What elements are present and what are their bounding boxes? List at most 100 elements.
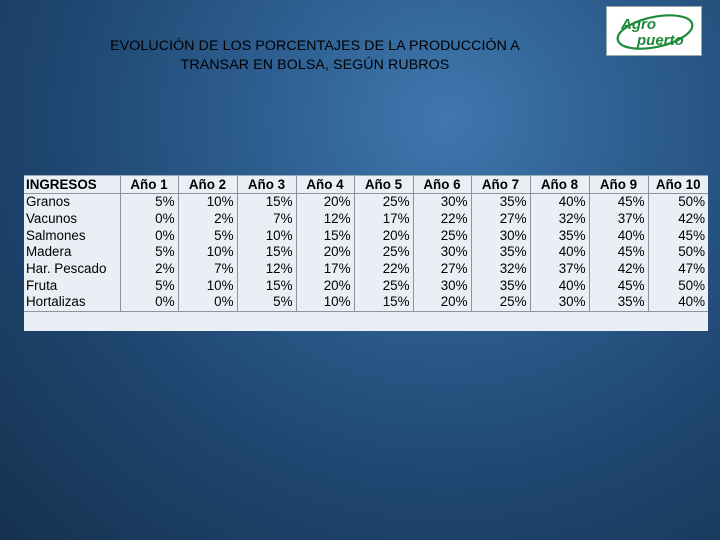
table-cell: 0% [120, 210, 179, 228]
table-cell: 40% [589, 227, 649, 245]
table-cell: 40% [648, 294, 708, 312]
table-cell: 5% [120, 244, 179, 261]
logo-text-bottom: puerto [636, 32, 684, 49]
table-cell: 20% [296, 277, 355, 295]
table-cell: 30% [530, 294, 590, 312]
table-cell: 25% [354, 277, 414, 295]
table-cell: 40% [530, 277, 590, 295]
column-header-ingresos: INGRESOS [24, 176, 121, 194]
row-label: Fruta [24, 277, 121, 295]
table-cell: 37% [589, 210, 649, 228]
table-cell: 30% [413, 193, 472, 211]
row-label: Vacunos [24, 210, 121, 228]
column-header-year-2: Año 2 [178, 176, 238, 194]
column-header-year-5: Año 5 [354, 176, 414, 194]
table-cell: 5% [237, 294, 297, 312]
slide-title-line2: TRANSAR EN BOLSA, SEGÚN RUBROS [180, 57, 450, 73]
column-header-year-1: Año 1 [120, 176, 179, 194]
row-label: Salmones [24, 227, 121, 245]
table-cell: 15% [296, 227, 355, 245]
table-cell: 42% [678, 211, 705, 227]
production-table-panel: INGRESOS Año 1 Año 2 Año 3 Año 4 Año 5 Año 6 Añ… [24, 175, 708, 331]
table-cell: 40% [530, 193, 590, 211]
table-cell: 30% [413, 244, 472, 261]
table-cell: 50% [678, 194, 705, 210]
table-cell: 22% [413, 210, 472, 228]
table-cell: 50% [678, 244, 705, 260]
table-cell: 7% [178, 260, 238, 278]
table-row: Granos 5% 10% 15% 20% 25% 30% 35% 40% 45% 50% [24, 193, 708, 211]
table-header-row: INGRESOS Año 1 Año 2 Año 3 Año 4 Año 5 Año 6 Añ… [24, 176, 708, 194]
row-label: Hortalizas [24, 294, 121, 312]
table-cell: 15% [354, 294, 414, 312]
table-cell: 5% [178, 227, 238, 245]
row-label: Har. Pescado [24, 260, 121, 278]
table-cell: 15% [237, 244, 297, 261]
table-cell: 17% [296, 260, 355, 278]
table-cell: 0% [120, 294, 179, 312]
table-cell: 25% [354, 193, 414, 211]
column-header-year-6: Año 6 [413, 176, 472, 194]
table-cell: 10% [237, 227, 297, 245]
table-cell: 35% [530, 227, 590, 245]
slide-title: EVOLUCIÓN DE LOS PORCENTAJES DE LA PRODU… [30, 37, 600, 75]
table-cell: 30% [471, 227, 531, 245]
table-row: Fruta 5% 10% 15% 20% 25% 30% 35% 40% 45% 50% [24, 277, 708, 295]
table-cell: 47% [678, 261, 705, 277]
production-table: INGRESOS Año 1 Año 2 Año 3 Año 4 Año 5 Año 6 Añ… [24, 176, 708, 312]
table-cell: 37% [530, 260, 590, 278]
table-row: Har. Pescado 2% 7% 12% 17% 22% 27% 32% 37% 42% 47% [24, 260, 708, 278]
table-row: Vacunos 0% 2% 7% 12% 17% 22% 27% 32% 37% 42% [24, 210, 708, 228]
table-cell: 40% [530, 244, 590, 261]
table-cell: 25% [471, 294, 531, 312]
table-cell: 10% [178, 277, 238, 295]
table-cell: 20% [413, 294, 472, 312]
row-label: Madera [24, 244, 121, 261]
table-cell: 10% [178, 244, 238, 261]
table-cell: 32% [471, 260, 531, 278]
table-cell: 45% [678, 227, 705, 243]
table-cell: 15% [237, 277, 297, 295]
logo-text-top: Agro [620, 16, 656, 33]
table-row: Hortalizas 0% 0% 5% 10% 15% 20% 25% 30% 35% 40% [24, 294, 708, 312]
table-cell: 10% [296, 294, 355, 312]
table-cell: 20% [296, 193, 355, 211]
column-header-year-9: Año 9 [589, 176, 649, 194]
table-cell: 5% [120, 277, 179, 295]
table-cell: 17% [354, 210, 414, 228]
table-cell: 42% [589, 260, 649, 278]
table-cell: 45% [589, 244, 649, 261]
slide-title-line1: EVOLUCIÓN DE LOS PORCENTAJES DE LA PRODU… [110, 38, 520, 54]
table-cell: 22% [354, 260, 414, 278]
row-label: Granos [24, 193, 121, 211]
column-header-year-10: Año 10 [648, 176, 708, 194]
table-cell: 27% [471, 210, 531, 228]
agropuerto-logo: Agro puerto [606, 6, 702, 56]
table-cell: 45% [589, 277, 649, 295]
table-cell: 0% [120, 227, 179, 245]
table-cell: 35% [589, 294, 649, 312]
table-cell: 0% [178, 294, 238, 312]
table-cell: 5% [120, 193, 179, 211]
table-cell: 20% [296, 244, 355, 261]
table-cell: 35% [471, 277, 531, 295]
table-row: Salmones 0% 5% 10% 15% 20% 25% 30% 35% 40% 45% [24, 227, 708, 245]
table-cell: 27% [413, 260, 472, 278]
table-cell: 35% [471, 193, 531, 211]
table-cell: 30% [413, 277, 472, 295]
table-cell: 20% [354, 227, 414, 245]
table-cell: 7% [237, 210, 297, 228]
column-header-year-8: Año 8 [530, 176, 590, 194]
table-cell: 25% [413, 227, 472, 245]
table-cell: 15% [237, 193, 297, 211]
table-cell: 10% [178, 193, 238, 211]
table-cell: 2% [120, 260, 179, 278]
table-cell: 12% [237, 260, 297, 278]
table-cell: 50% [678, 277, 705, 293]
table-cell: 25% [354, 244, 414, 261]
table-row: Madera 5% 10% 15% 20% 25% 30% 35% 40% 45% 50% [24, 244, 708, 261]
column-header-year-3: Año 3 [237, 176, 297, 194]
column-header-year-4: Año 4 [296, 176, 355, 194]
table-cell: 2% [178, 210, 238, 228]
table-cell: 12% [296, 210, 355, 228]
